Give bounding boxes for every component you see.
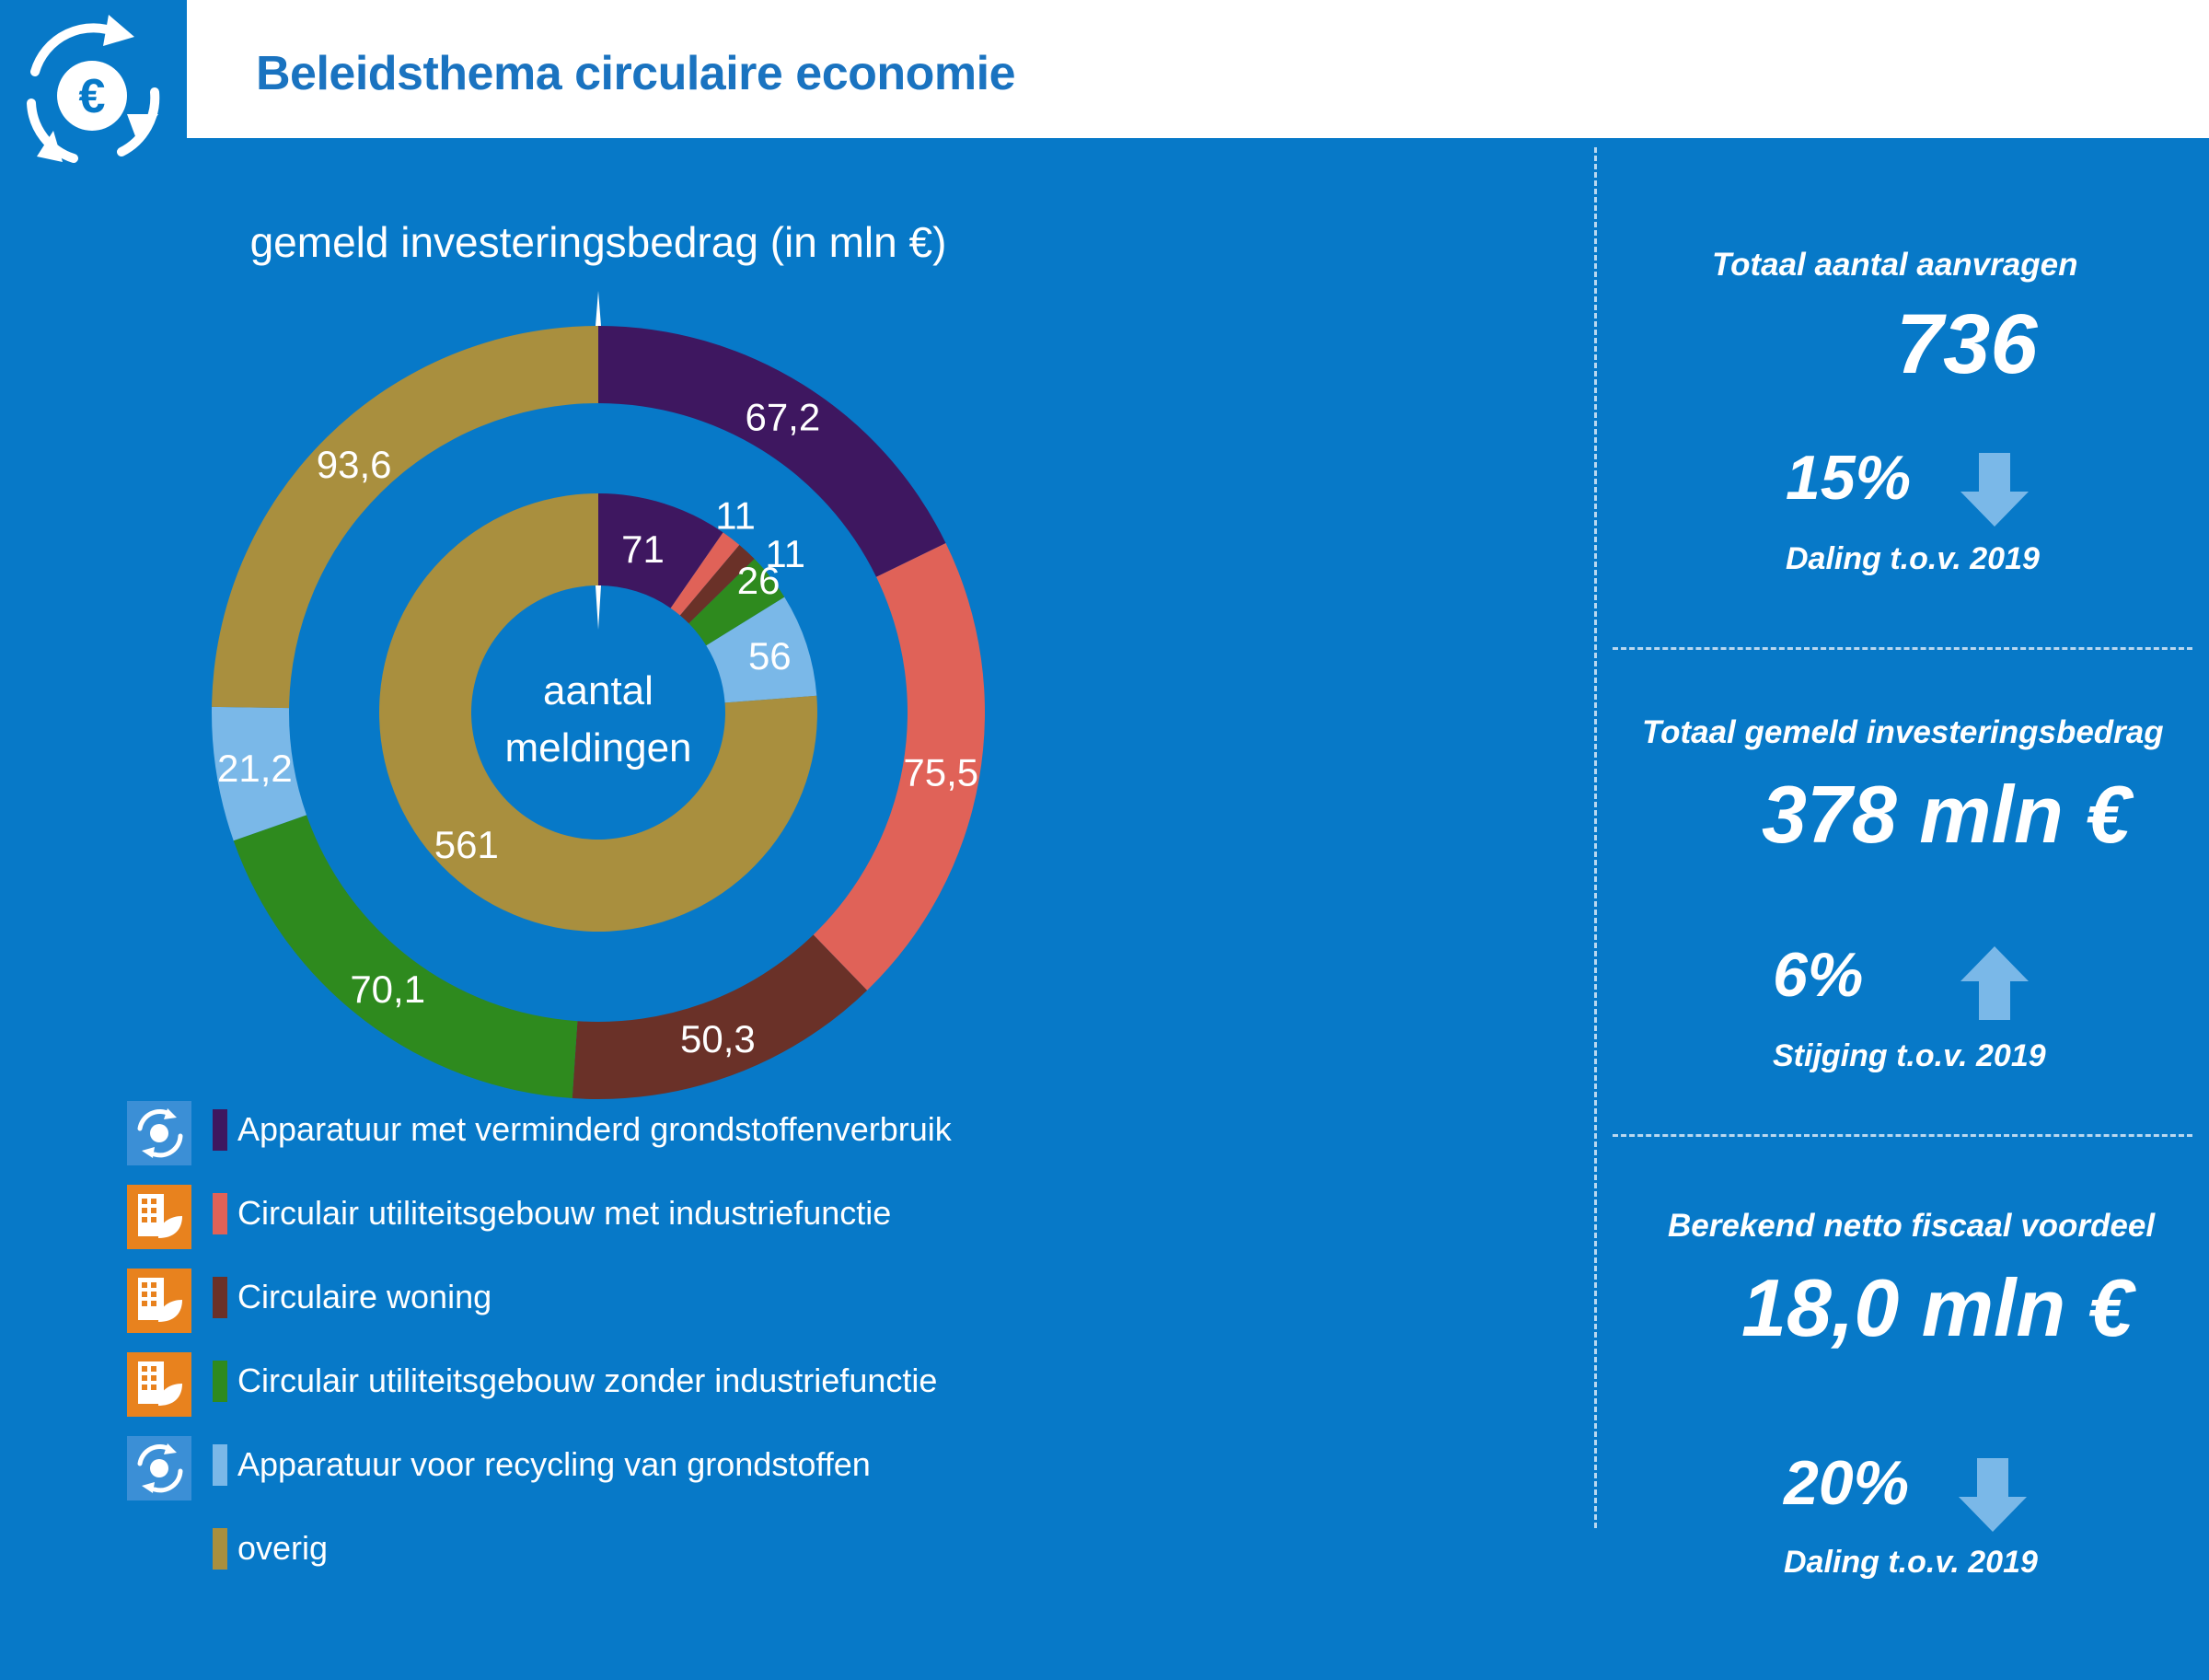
legend-swatch <box>213 1444 227 1486</box>
stat-tax-change: Daling t.o.v. 2019 <box>1784 1545 2038 1580</box>
inner-slice-label-5: 561 <box>434 823 499 866</box>
arrow-down-icon <box>1960 453 2029 527</box>
horizontal-divider <box>1613 1134 2192 1137</box>
legend-swatch <box>213 1109 227 1151</box>
inner-slice-label-4: 56 <box>748 634 792 678</box>
legend-label: Apparatuur voor recycling van grondstoff… <box>237 1445 871 1483</box>
legend-swatch <box>213 1361 227 1402</box>
legend-label: overig <box>237 1529 329 1567</box>
outer-slice-label-2: 50,3 <box>680 1017 756 1060</box>
stat-tax-label: Berekend netto fiscaal voordeel <box>1668 1208 2156 1244</box>
legend-item: Circulaire woning <box>127 1269 1047 1333</box>
legend-item: overig <box>127 1520 1047 1584</box>
start-marker-1 <box>596 585 601 630</box>
stat-investment-label: Totaal gemeld investeringsbedrag <box>1642 714 2164 750</box>
legend-label: Circulair utiliteitsgebouw met industrie… <box>237 1194 892 1232</box>
outer-slice-4 <box>212 706 307 841</box>
outer-slice-label-4: 21,2 <box>217 747 293 790</box>
vertical-divider <box>1594 147 1597 1528</box>
page-title: Beleidsthema circulaire economie <box>256 47 1016 100</box>
inner-slice-0 <box>598 493 723 608</box>
stat-requests-change: Daling t.o.v. 2019 <box>1786 541 2040 576</box>
inner-slice-3 <box>688 559 785 646</box>
euro-recycle-icon: € <box>27 15 160 163</box>
inner-slice-5 <box>379 493 817 933</box>
legend-swatch <box>213 1277 227 1318</box>
inner-slice-label-1: 11 <box>715 493 756 537</box>
outer-slice-label-3: 70,1 <box>350 967 425 1011</box>
outer-slice-2 <box>572 934 868 1099</box>
legend-swatch <box>213 1193 227 1234</box>
legend-label: Circulair utiliteitsgebouw zonder indust… <box>237 1361 938 1399</box>
legend-item: Circulair utiliteitsgebouw met industrie… <box>127 1185 1047 1249</box>
building-leaf-icon <box>127 1185 191 1249</box>
inner-slice-4 <box>706 597 817 703</box>
legend-label: Circulaire woning <box>237 1278 492 1315</box>
outer-slice-1 <box>813 542 985 991</box>
chart-title: gemeld investeringsbedrag (in mln €) <box>249 218 947 266</box>
outer-slice-0 <box>598 326 946 577</box>
center-label-line-2: meldingen <box>504 725 692 770</box>
inner-slice-2 <box>679 544 755 624</box>
arrow-up-icon <box>1960 946 2029 1020</box>
center-label: aantal meldingen <box>460 663 736 777</box>
outer-slice-3 <box>233 815 578 1099</box>
stat-requests-pct: 15% <box>1786 443 1912 513</box>
stat-investment-change: Stijging t.o.v. 2019 <box>1773 1038 2046 1073</box>
inner-slice-label-0: 71 <box>621 527 665 571</box>
outer-slice-label-1: 75,5 <box>903 751 978 794</box>
stat-investment-pct: 6% <box>1773 940 1864 1010</box>
inner-slice-1 <box>670 532 740 616</box>
building-leaf-icon <box>127 1352 191 1417</box>
recycle-device-icon <box>127 1101 191 1165</box>
outer-slice-label-5: 93,6 <box>317 443 392 486</box>
stat-tax-pct: 20% <box>1784 1448 1910 1518</box>
legend-item: Circulair utiliteitsgebouw zonder indust… <box>127 1352 1047 1417</box>
legend-swatch <box>213 1528 227 1570</box>
horizontal-divider <box>1613 647 2192 650</box>
outer-slice-5 <box>212 326 599 709</box>
legend-label: Apparatuur met verminderd grondstoffenve… <box>237 1110 952 1148</box>
center-label-line-1: aantal <box>543 668 653 713</box>
header-bar <box>0 0 2209 138</box>
outer-slice-label-0: 67,2 <box>745 395 820 438</box>
start-marker-0 <box>596 291 601 326</box>
stat-requests-label: Totaal aantal aanvragen <box>1712 247 2078 283</box>
svg-text:€: € <box>79 70 106 123</box>
legend-item: Apparatuur voor recycling van grondstoff… <box>127 1436 1047 1500</box>
inner-slice-label-3: 26 <box>737 559 781 602</box>
stat-investment-value: 378 mln € <box>1762 769 2132 860</box>
arrow-down-icon <box>1959 1458 2027 1532</box>
stat-requests-value: 736 <box>1896 297 2038 391</box>
building-leaf-icon <box>127 1269 191 1333</box>
stat-tax-value: 18,0 mln € <box>1741 1262 2134 1353</box>
logo: € <box>0 0 187 189</box>
inner-slice-label-2: 11 <box>765 532 805 575</box>
legend-item: Apparatuur met verminderd grondstoffenve… <box>127 1101 1047 1165</box>
recycle-device-icon <box>127 1436 191 1500</box>
